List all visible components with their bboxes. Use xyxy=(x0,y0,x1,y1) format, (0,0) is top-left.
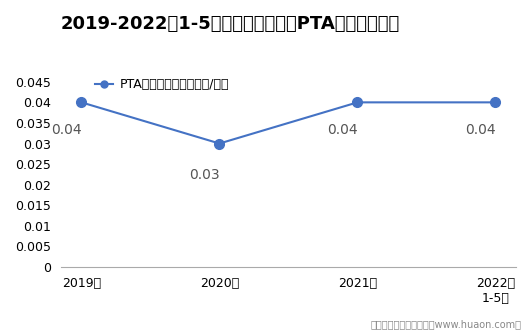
Legend: PTA期权成交均价（万元/手）: PTA期权成交均价（万元/手） xyxy=(90,73,234,96)
Text: 0.03: 0.03 xyxy=(189,168,220,182)
Text: 0.04: 0.04 xyxy=(465,123,496,137)
Text: 0.04: 0.04 xyxy=(327,123,358,137)
Text: 0.04: 0.04 xyxy=(51,123,82,137)
Text: 2019-2022年1-5月郑州商品交易所PTA期权成交均价: 2019-2022年1-5月郑州商品交易所PTA期权成交均价 xyxy=(61,15,400,33)
Text: 制图：华经产业研究院（www.huaon.com）: 制图：华经产业研究院（www.huaon.com） xyxy=(370,320,521,330)
